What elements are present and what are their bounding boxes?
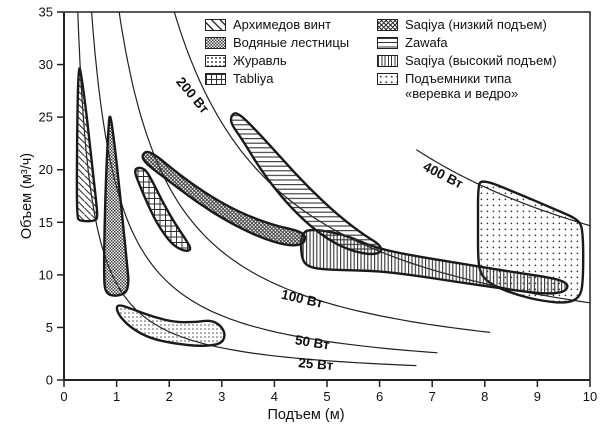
legend-label: Saqiya (высокий подъем) [405,53,557,68]
y-axis-title: Объем (м³/ч) [19,153,35,239]
y-tick-label: 35 [39,5,53,20]
x-tick-label: 6 [376,389,383,404]
legend-left-column: Архимедов винт Водяные лестницы Журавль … [205,17,350,90]
legend-label: Архимедов винт [233,17,332,32]
legend-item-saqiya-high-lift: Saqiya (высокий подъем) [377,53,557,69]
legend-right-column: Saqiya (низкий подъем) Zawafa Saqiya (вы… [377,17,557,105]
x-tick-label: 1 [113,389,120,404]
legend-item-archimedes-screw: Архимедов винт [205,17,349,33]
sparse-dots-swatch-icon [377,73,398,85]
power-curve-label-25w: 25 Вт [298,355,335,373]
y-tick-label: 0 [46,373,53,388]
y-tick-label: 30 [39,57,53,72]
x-tick-label: 9 [534,389,541,404]
legend-label: Подъемники типа «веревка и ведро» [405,71,519,101]
y-tick-label: 5 [46,320,53,335]
x-tick-label: 2 [166,389,173,404]
checker-hatch-swatch-icon [205,37,226,49]
x-tick-label: 7 [429,389,436,404]
diagonal-hatch-swatch-icon [205,19,226,31]
dotted-swatch-icon [205,55,226,67]
legend-label: Zawafa [405,35,448,50]
power-curve-label-50w: 50 Вт [294,332,331,352]
y-tick-label: 20 [39,162,53,177]
region-saqiya-low-lift [141,150,307,247]
region-shadoof [115,304,226,347]
x-tick-label: 5 [323,389,330,404]
legend-label: Водяные лестницы [233,35,350,50]
legend-label: Saqiya (низкий подъем) [405,17,547,32]
region-water-ladders [102,115,130,297]
x-tick-label: 4 [271,389,278,404]
legend-label: Tabliya [233,71,274,86]
power-curve-100w [118,12,491,333]
x-tick-label: 0 [60,389,67,404]
legend-item-zawafa: Zawafa [377,35,557,51]
x-tick-label: 10 [583,389,597,404]
x-axis-title: Подъем (м) [267,407,344,423]
region-tabliya [134,166,192,252]
legend-item-tabliya: Tabliya [205,71,349,87]
region-archimedes-screw [75,67,99,223]
grid-hatch-swatch-icon [205,73,226,85]
region-zawafa [229,112,383,256]
horizontal-lines-swatch-icon [377,37,398,49]
y-tick-label: 25 [39,110,53,125]
legend-item-saqiya-low-lift: Saqiya (низкий подъем) [377,17,557,33]
legend-item-water-ladders: Водяные лестницы [205,35,350,51]
legend-label: Журавль [233,53,287,68]
axes: 0 1 2 3 4 5 6 7 8 9 10 0 5 10 15 20 25 30 35 Подъем (м) Объе… [19,5,597,423]
vertical-lines-swatch-icon [377,55,398,67]
x-tick-label: 8 [481,389,488,404]
power-curve-label-100w: 100 Вт [280,287,325,311]
y-tick-label: 10 [39,267,53,282]
device-regions [75,67,585,347]
legend-item-rope-and-bucket: Подъемники типа «веревка и ведро» [377,71,557,101]
x-tick-label: 3 [218,389,225,404]
crosshatch-swatch-icon [377,19,398,31]
power-curve-label-400w: 400 Вт [421,159,466,192]
legend-item-shadoof: Журавль [205,53,349,69]
y-tick-label: 15 [39,215,53,230]
